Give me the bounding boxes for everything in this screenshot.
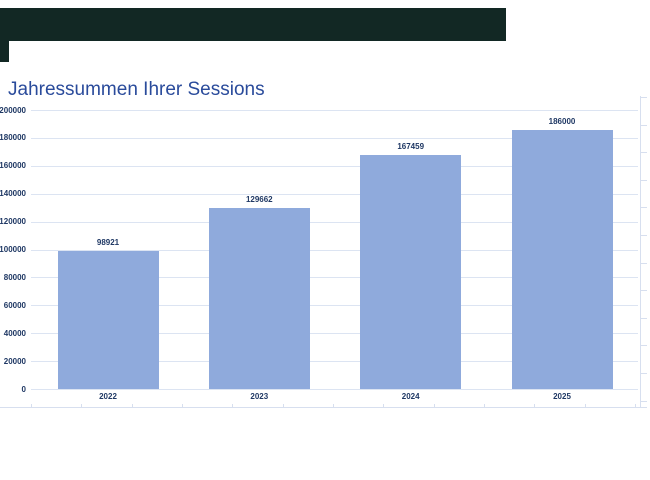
x-axis-label: 2023	[250, 392, 269, 401]
y-axis-label: 60000	[3, 300, 26, 310]
gridline	[31, 110, 638, 111]
x-axis-label: 2024	[401, 392, 420, 401]
bar-value-label: 186000	[548, 116, 576, 126]
gridline	[31, 249, 638, 251]
right-axis-tick	[641, 235, 647, 236]
right-axis-tick	[641, 207, 647, 209]
bottom-axis-tick	[483, 404, 485, 407]
bar-value-label: 98921	[96, 238, 120, 247]
bottom-axis-tick	[433, 404, 435, 407]
bar	[511, 129, 613, 389]
y-axis-label: 80000	[3, 272, 26, 282]
bar-value-label: 129662	[245, 195, 273, 205]
gridline	[31, 193, 638, 195]
x-axis-label: 2025	[553, 392, 571, 401]
bottom-axis-tick	[31, 404, 32, 407]
right-axis-tick	[641, 345, 647, 347]
y-axis-label: 180000	[0, 133, 26, 143]
right-axis-tick	[641, 124, 647, 126]
bottom-axis-line	[0, 407, 647, 408]
bottom-axis-tick	[131, 404, 133, 407]
bottom-axis-tick	[282, 404, 284, 407]
gridline	[31, 333, 638, 335]
right-axis-tick	[641, 262, 647, 264]
y-axis-label: 140000	[0, 189, 26, 199]
gridline	[31, 277, 638, 279]
bottom-axis-tick	[81, 404, 83, 407]
gridline	[31, 137, 638, 139]
y-axis-label: 160000	[0, 161, 26, 171]
right-axis-line	[640, 96, 641, 407]
gridline	[31, 165, 638, 167]
bottom-axis-tick	[634, 404, 636, 407]
bottom-axis-tick	[534, 404, 536, 407]
bottom-axis-tick	[232, 404, 234, 407]
right-axis-tick	[641, 400, 647, 402]
right-axis-tick	[641, 373, 647, 374]
bottom-axis-tick	[584, 404, 586, 407]
y-axis-label: 120000	[0, 217, 26, 227]
y-axis-label: 0	[21, 384, 26, 394]
bottom-axis-tick	[383, 404, 385, 407]
top-chrome-bar	[0, 8, 506, 41]
y-axis-label: 100000	[0, 245, 26, 254]
y-axis-label: 40000	[3, 328, 26, 338]
bottom-axis-tick	[181, 404, 183, 407]
y-axis-label: 200000	[0, 105, 26, 115]
bar-value-label: 167459	[397, 142, 425, 152]
gridline	[31, 221, 638, 223]
chart-title: Jahressummen Ihrer Sessions	[8, 79, 265, 100]
gridline	[31, 305, 638, 307]
x-axis-label: 2022	[99, 392, 117, 401]
gridline	[31, 361, 638, 363]
right-axis-tick	[641, 290, 647, 292]
right-axis-tick	[641, 179, 647, 181]
gridline	[31, 389, 638, 390]
right-axis-tick	[641, 152, 647, 154]
right-axis-tick	[641, 97, 647, 98]
bar	[360, 155, 462, 389]
bottom-axis-tick	[332, 404, 334, 407]
y-axis-label: 20000	[3, 356, 26, 366]
left-chrome-stub	[0, 41, 9, 62]
bar	[208, 208, 310, 389]
bar	[57, 251, 159, 389]
right-axis-tick	[641, 317, 647, 319]
